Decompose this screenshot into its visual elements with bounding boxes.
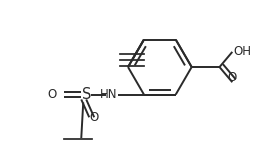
Text: O: O (89, 111, 99, 124)
Text: O: O (47, 88, 56, 101)
Text: O: O (228, 71, 237, 84)
Text: OH: OH (233, 45, 251, 58)
Text: HN: HN (100, 88, 117, 101)
Text: S: S (82, 87, 91, 102)
